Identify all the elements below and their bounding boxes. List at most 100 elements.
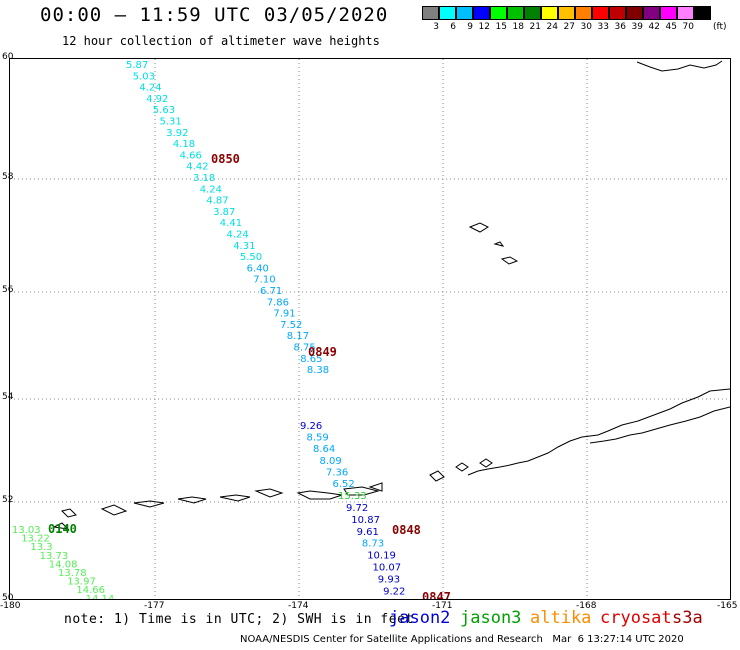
lon-label: -171 [432,601,453,611]
colorbar-swatch [609,6,626,20]
map-svg: 5.875.034.244.925.635.313.924.184.664.42… [10,59,731,609]
wave-height-value: 5.03 [133,71,155,82]
mission-jason3: jason3 [460,608,522,628]
colorbar-label: 24 [546,22,558,32]
colorbar-swatch [575,6,592,20]
lon-label: -177 [144,601,165,611]
pass-time-label: 0140 [48,522,77,536]
wave-height-value: 9.93 [378,574,400,585]
colorbar-label: 3 [433,22,439,32]
lon-label: -168 [576,601,597,611]
wave-height-value: 8.38 [307,365,329,376]
mission-s3a: s3a [672,608,703,628]
wave-height-value: 14.08 [49,559,78,570]
wave-height-value: 6.40 [247,263,269,274]
pass-time-label: 0848 [392,523,421,537]
mission-altika: altika [530,608,592,628]
colorbar-swatch [490,6,507,20]
pass-time-label: 0847 [422,590,451,599]
wave-height-value: 8.09 [320,456,342,467]
wave-height-value: 4.42 [186,162,208,173]
wave-height-value: 8.75 [294,343,316,354]
wave-height-value: 14.66 [76,585,105,596]
wave-height-value: 7.52 [280,320,302,331]
wave-height-value: 4.31 [233,241,255,252]
map-title: 00:00 – 11:59 UTC 03/05/2020 [40,4,389,26]
wave-height-value: 3.87 [213,207,235,218]
coastlines [52,60,731,530]
colorbar-label: 36 [614,22,626,32]
colorbar-swatch [439,6,456,20]
wave-height-value: 13.78 [58,568,87,579]
colorbar-swatch [643,6,660,20]
lat-label: 50 [2,593,14,603]
lat-label: 58 [2,172,14,182]
colorbar-swatch [626,6,643,20]
wave-height-value: 6.71 [260,286,282,297]
wave-height-value: 6.52 [333,479,355,490]
colorbar-swatch [422,6,439,20]
colorbar-label: 30 [580,22,592,32]
wave-height-value: 4.18 [173,139,195,150]
wave-height-value: 5.50 [240,252,262,263]
map-panel: 5.87 5.03 4.24 4.92 5.63 5.31 3.92 4.18 4.66 4.42… [9,58,731,609]
wave-height-value: 9.61 [357,527,379,538]
lat-label: 60 [2,52,14,62]
colorbar-label: 6 [450,22,456,32]
colorbar-label: 18 [512,22,524,32]
wave-height-value: 7.91 [273,309,295,320]
wave-height-value: 5.31 [160,117,182,128]
colorbar-swatch [456,6,473,20]
colorbar-label: 21 [529,22,541,32]
colorbar-swatch [524,6,541,20]
lat-label: 52 [2,495,14,505]
pass-time-label: 0849 [308,345,337,359]
lat-label: 54 [2,392,14,402]
wave-height-value: 10.07 [373,563,402,574]
wave-height-value: 4.24 [139,83,161,94]
colorbar-label: 45 [665,22,677,32]
graticule [10,59,730,599]
colorbar-label: 70 [682,22,694,32]
wave-height-value: 8.73 [362,539,384,550]
track-labels: 5.875.034.244.925.635.313.924.184.664.42… [12,60,451,609]
credit-line: NOAA/NESDIS Center for Satellite Applica… [240,634,684,645]
wave-height-value: 4.24 [227,230,249,241]
wave-height-value: 9.22 [383,586,405,597]
colorbar-swatch [677,6,694,20]
lon-label: -174 [288,601,309,611]
colorbar-label: 15 [495,22,507,32]
wave-height-value: 5.63 [153,105,175,116]
wave-height-value: 9.72 [346,503,368,514]
wave-height-value: 9.26 [300,421,322,432]
wave-height-value: 13.03 [12,525,41,536]
wave-height-value: 7.36 [326,467,348,478]
wave-height-colorbar [422,6,711,20]
lon-label: -180 [0,601,21,611]
colorbar-label: 9 [467,22,473,32]
lon-label: -165 [717,601,738,611]
lat-label: 56 [2,285,14,295]
wave-height-value: 8.65 [300,354,322,365]
colorbar-swatch [473,6,490,20]
wave-height-value: 3.92 [166,128,188,139]
wave-height-value: 4.87 [206,196,228,207]
wave-height-value: 10.19 [367,551,396,562]
colorbar-swatch [592,6,609,20]
wave-height-value: 4.41 [220,218,242,229]
wave-height-value: 5.87 [126,60,148,71]
colorbar-label: 33 [597,22,609,32]
wave-height-value: 4.66 [180,150,202,161]
wave-height-value: 13.22 [21,534,50,545]
wave-height-value: 4.92 [146,94,168,105]
wave-height-value: 8.64 [313,444,335,455]
colorbar-labels: 3 6 9 12 15 18 21 24 27 30 33 36 39 42 45 70 [422,22,694,32]
mission-jason2: jason2 [389,608,451,628]
colorbar-swatch [541,6,558,20]
pass-time-label: 0850 [211,152,240,166]
colorbar-label: 12 [478,22,490,32]
wave-height-value: 14.14 [86,594,115,599]
wave-height-value: 15.33 [338,491,367,502]
wave-height-value: 13.3 [30,542,52,553]
colorbar-swatch [660,6,677,20]
